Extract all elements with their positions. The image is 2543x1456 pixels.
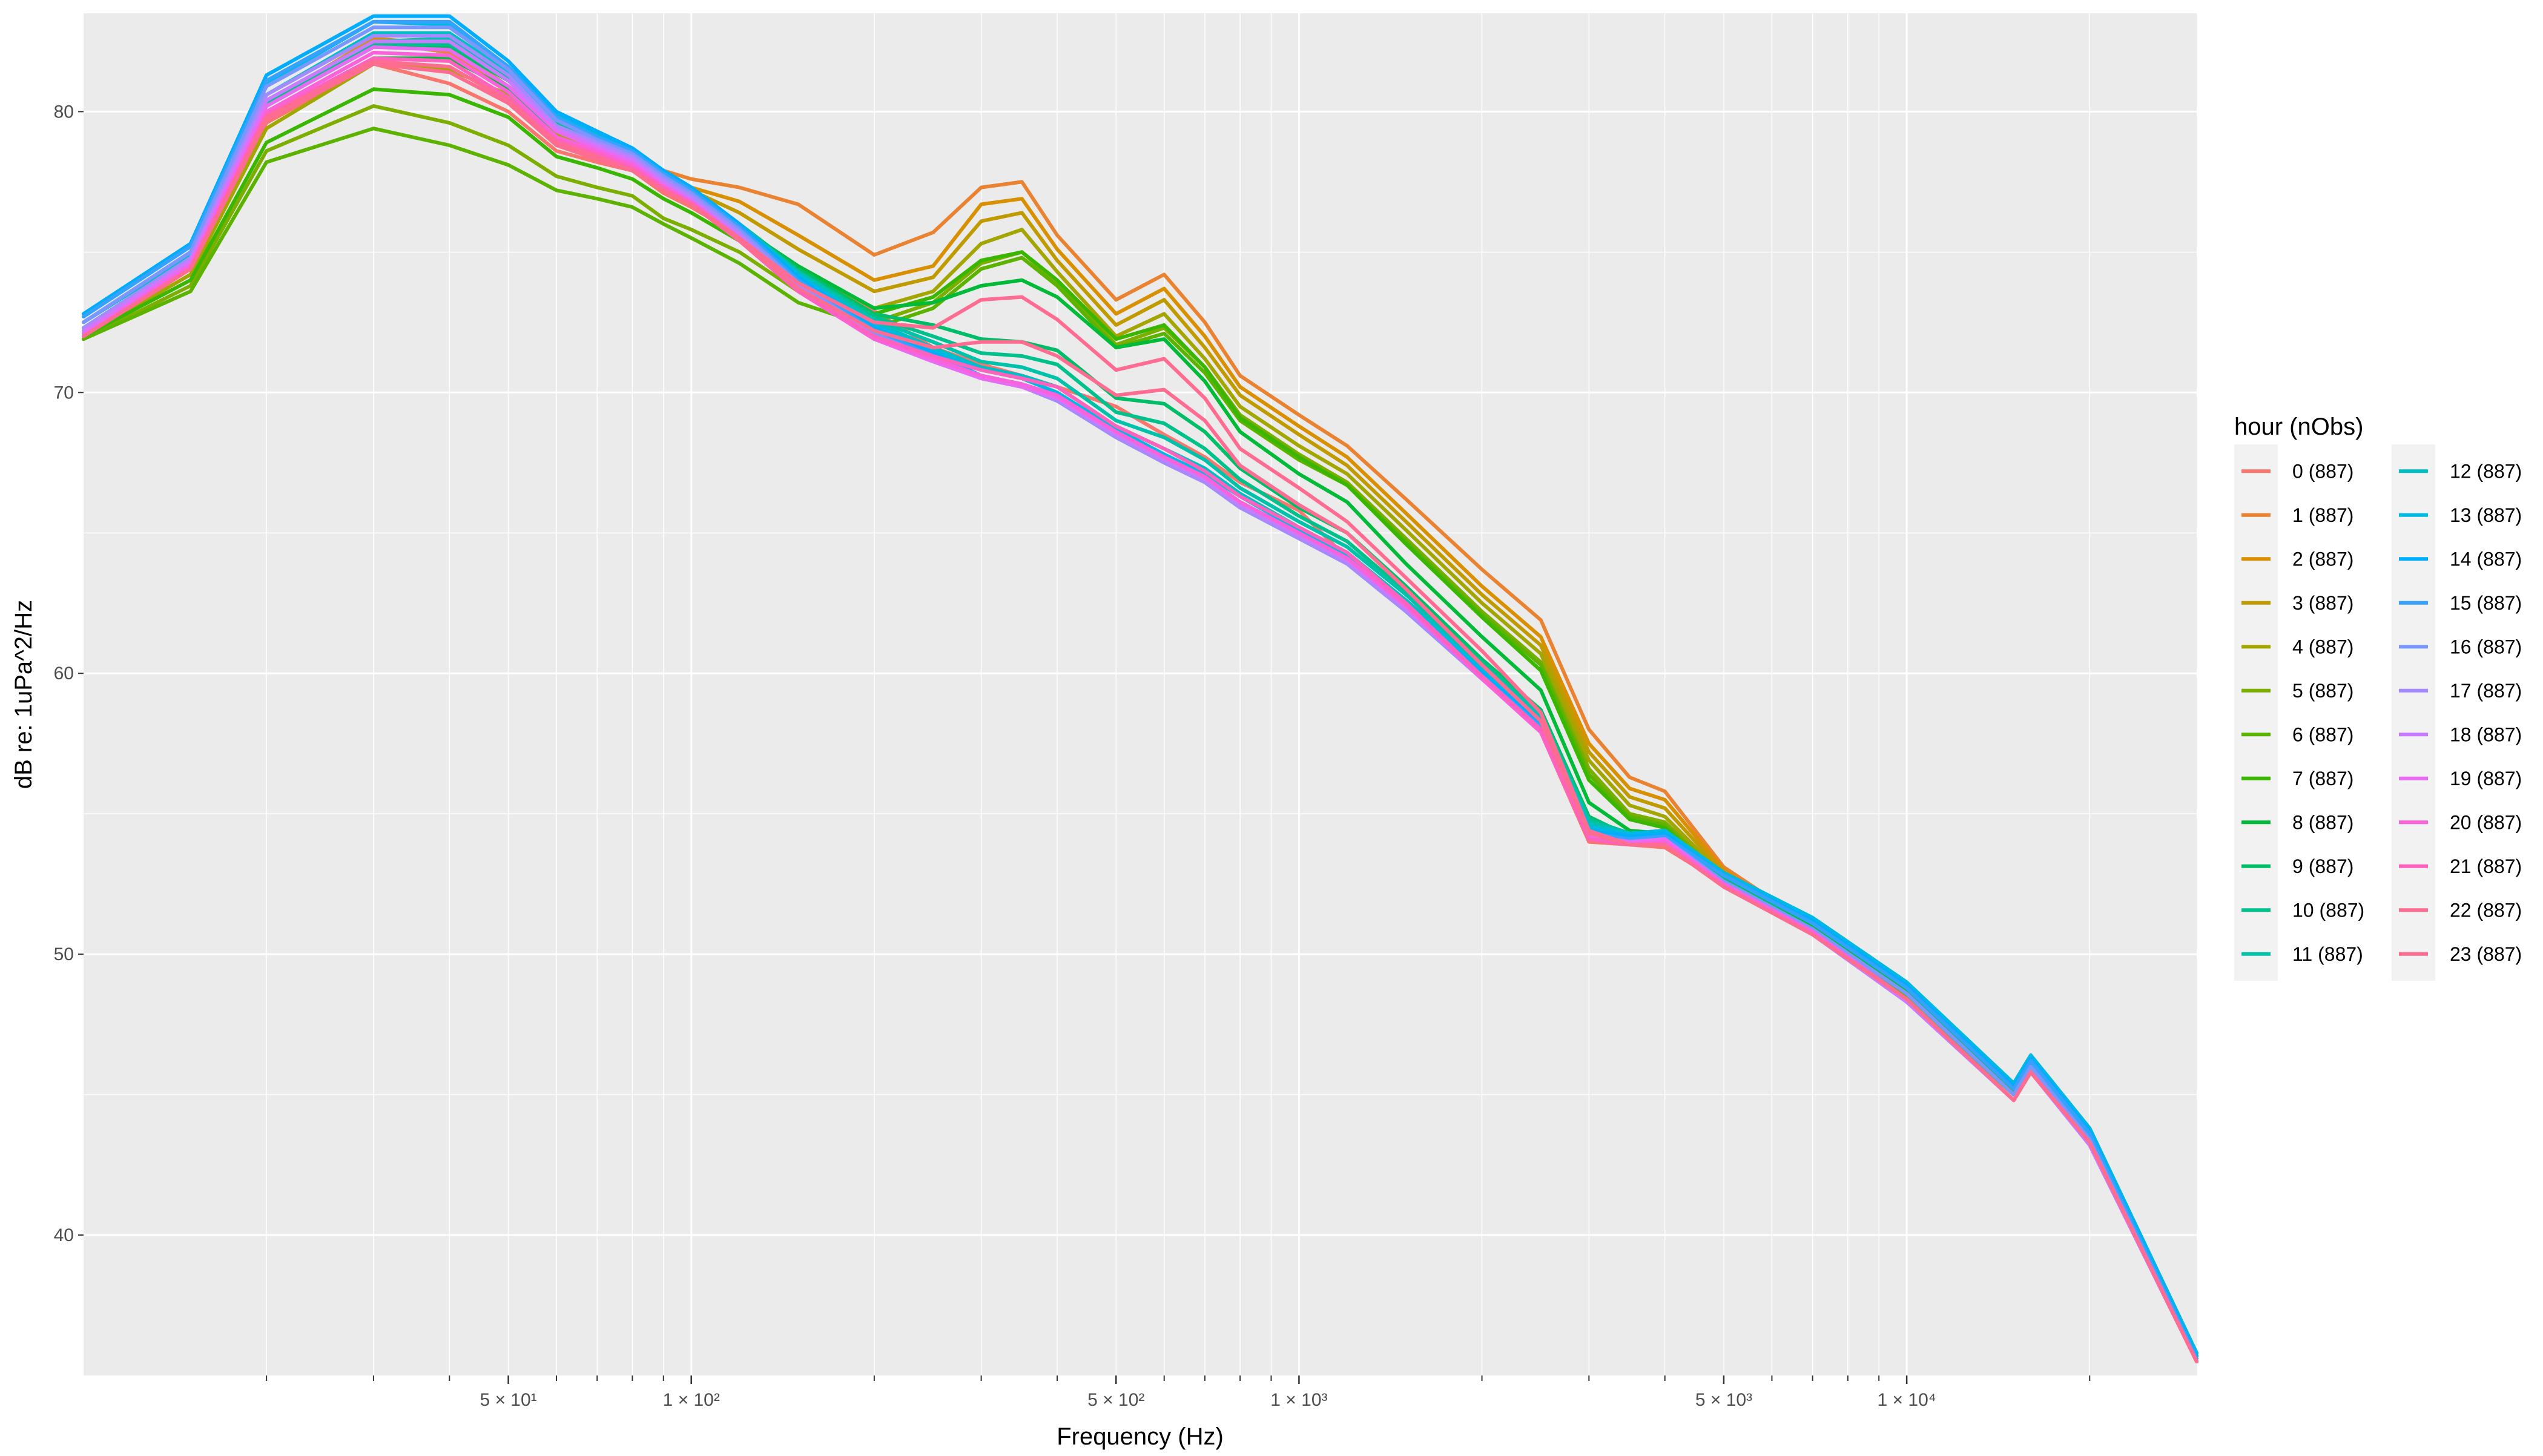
- x-tick-label: 1 × 10⁴: [1878, 1390, 1936, 1410]
- legend-key-bg-col1: [2234, 444, 2278, 981]
- legend-label-hour-20: 20 (887): [2450, 811, 2522, 833]
- plot-panel: [84, 13, 2197, 1375]
- legend-label-hour-21: 21 (887): [2450, 855, 2522, 877]
- y-tick-label: 70: [54, 383, 74, 403]
- legend-label-hour-15: 15 (887): [2450, 592, 2522, 614]
- y-axis-title: dB re: 1uPa^2/Hz: [10, 600, 37, 789]
- legend-label-hour-17: 17 (887): [2450, 680, 2522, 702]
- x-tick-label: 1 × 10³: [1270, 1390, 1327, 1410]
- y-tick-label: 50: [54, 944, 74, 964]
- legend-label-hour-6: 6 (887): [2292, 723, 2353, 745]
- legend-label-hour-11: 11 (887): [2292, 943, 2363, 965]
- legend: hour (nObs) 0 (887) 1 (887) 2 (887) 3 (887)…: [2234, 413, 2522, 981]
- legend-key-bg-col2: [2392, 444, 2435, 981]
- legend-label-hour-10: 10 (887): [2292, 899, 2364, 921]
- series-line-hour-23: [82, 62, 2198, 1363]
- x-tick-label: 5 × 10³: [1695, 1390, 1752, 1410]
- series-line-hour-20: [82, 50, 2198, 1363]
- legend-label-hour-5: 5 (887): [2292, 680, 2353, 702]
- y-tick-label: 40: [54, 1225, 74, 1245]
- y-tick-label: 80: [54, 102, 74, 122]
- grid-lines: [84, 13, 2197, 1375]
- y-tick-label: 60: [54, 664, 74, 684]
- legend-label-hour-19: 19 (887): [2450, 768, 2522, 789]
- legend-label-hour-2: 2 (887): [2292, 548, 2353, 570]
- series-line-hour-13: [82, 19, 2198, 1355]
- legend-label-hour-8: 8 (887): [2292, 811, 2353, 833]
- x-tick-label: 1 × 10²: [663, 1390, 720, 1410]
- legend-label-hour-7: 7 (887): [2292, 768, 2353, 789]
- legend-label-hour-13: 13 (887): [2450, 504, 2522, 526]
- legend-label-hour-16: 16 (887): [2450, 636, 2522, 657]
- legend-label-hour-14: 14 (887): [2450, 548, 2522, 570]
- series-lines: [82, 14, 2198, 1363]
- legend-title: hour (nObs): [2234, 413, 2363, 440]
- legend-label-hour-9: 9 (887): [2292, 855, 2353, 877]
- legend-label-hour-18: 18 (887): [2450, 723, 2522, 745]
- x-axis-title: Frequency (Hz): [1057, 1423, 1224, 1450]
- x-tick-label: 5 × 10²: [1087, 1390, 1144, 1410]
- x-tick-label: 5 × 10¹: [480, 1390, 536, 1410]
- legend-label-hour-0: 0 (887): [2292, 460, 2353, 482]
- legend-label-hour-1: 1 (887): [2292, 504, 2353, 526]
- legend-label-hour-23: 23 (887): [2450, 943, 2522, 965]
- axes: 40 50 60 70 80 5 × 10¹ 1 × 10² 5 × 10² 1 × 10³ 5 …: [54, 102, 2091, 1410]
- legend-label-hour-3: 3 (887): [2292, 592, 2353, 614]
- legend-label-hour-4: 4 (887): [2292, 636, 2353, 657]
- legend-label-hour-22: 22 (887): [2450, 899, 2522, 921]
- legend-label-hour-12: 12 (887): [2450, 460, 2522, 482]
